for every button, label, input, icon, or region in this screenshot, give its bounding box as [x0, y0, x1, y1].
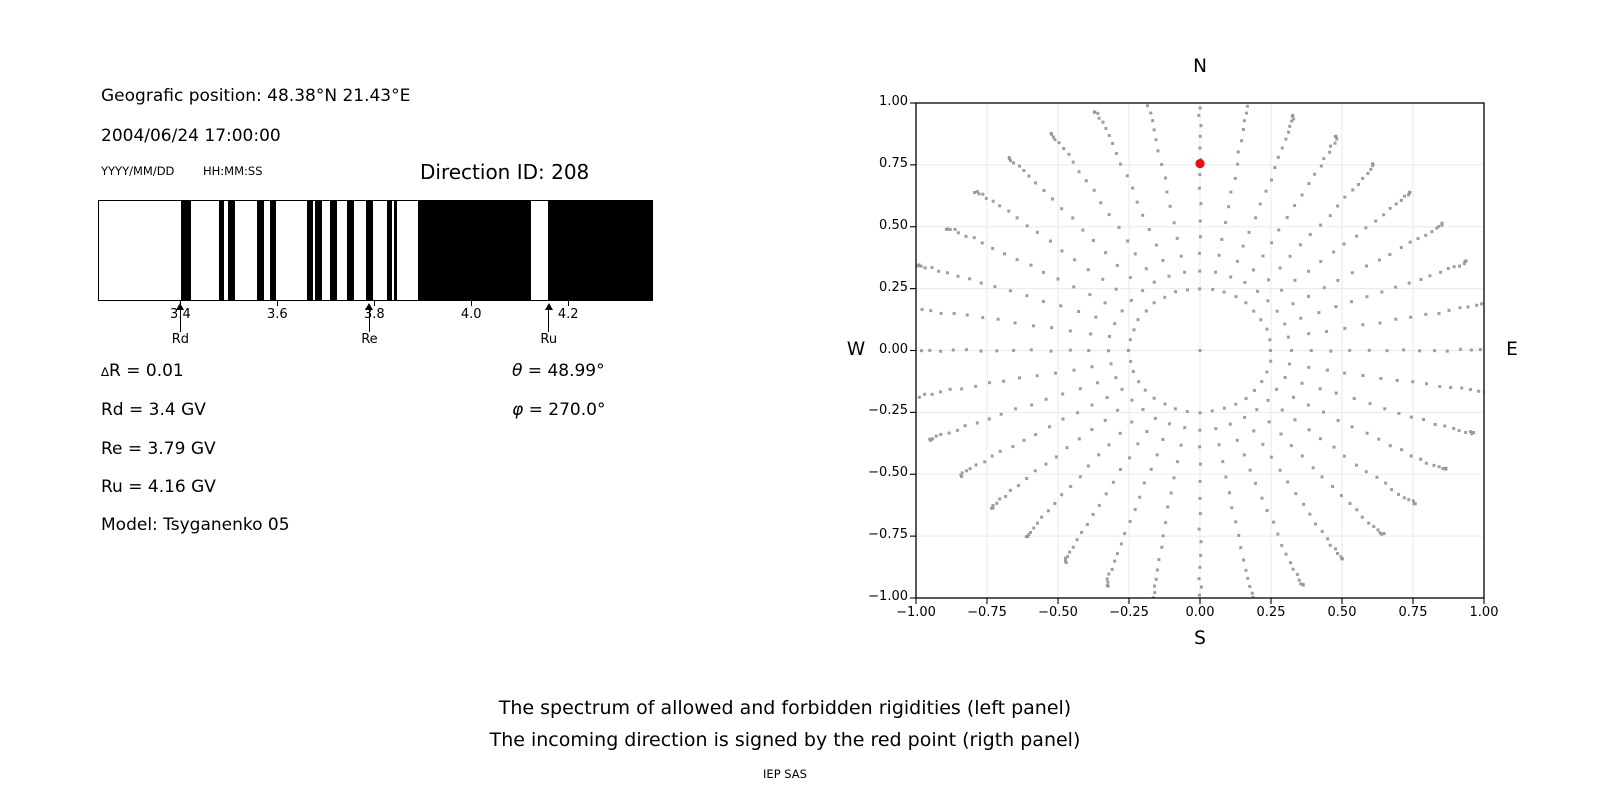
re-arrow-icon [365, 303, 374, 310]
model-label: Model: Tsyganenko 05 [101, 515, 290, 535]
re-marker-label: Re [361, 332, 378, 347]
forbidden-band [181, 201, 191, 300]
forbidden-band [387, 201, 392, 300]
rigidity-spectrum-plot [98, 200, 653, 301]
ru-arrow-icon [544, 303, 553, 310]
rd-arrow-shaft [179, 310, 182, 332]
direction-dot-grid [916, 104, 1484, 598]
selected-direction-red-point [1195, 159, 1205, 169]
y-tick-label: 0.00 [879, 341, 908, 357]
re-arrow-shaft [368, 310, 371, 332]
forbidden-band [269, 201, 276, 300]
x-tick-label: 0.25 [1256, 605, 1286, 620]
forbidden-band [218, 201, 225, 300]
re-value: Re = 3.79 GV [101, 439, 216, 459]
caption-line-1: The spectrum of allowed and forbidden ri… [498, 697, 1072, 719]
forbidden-allowed-bands [99, 201, 652, 300]
forbidden-band [329, 201, 338, 300]
forbidden-band [347, 201, 354, 300]
forbidden-band [306, 201, 313, 300]
y-tick-label: 0.50 [879, 217, 908, 233]
ru-arrow-shaft [548, 310, 550, 332]
rigidity-tick [276, 301, 278, 306]
x-tick-label: −0.25 [1109, 605, 1149, 620]
x-tick-label: 0.50 [1327, 605, 1357, 620]
rigidity-tick [470, 301, 472, 306]
forbidden-band [227, 201, 236, 300]
caption-line-2: The incoming direction is signed by the … [489, 729, 1081, 751]
rigidity-tick-label: 3.6 [267, 307, 288, 322]
forbidden-band [365, 201, 373, 300]
direction-id-label: Direction ID: 208 [420, 160, 590, 184]
rd-value: Rd = 3.4 GV [101, 400, 206, 420]
delta-r-value: ∆R = 0.01 [101, 361, 184, 381]
compass-south-label: S [1194, 628, 1206, 649]
rd-arrow-icon [176, 303, 185, 310]
datetime-label: 2004/06/24 17:00:00 [101, 126, 281, 146]
credit-label: IEP SAS [763, 767, 807, 781]
x-tick-label: 1.00 [1469, 605, 1499, 620]
rigidity-tick-label: 4.0 [460, 307, 482, 322]
time-format-label: HH:MM:SS [203, 164, 263, 178]
rigidity-tick-label: 4.2 [557, 307, 579, 322]
phi-value: φ = 270.0° [512, 400, 606, 420]
rigidity-tick [373, 301, 375, 306]
direction-scatter-plot [910, 102, 1485, 604]
date-format-label: YYYY/MM/DD [101, 164, 175, 178]
x-tick-label: 0.00 [1185, 605, 1215, 620]
y-tick-label: −0.50 [868, 465, 908, 481]
theta-symbol: θ [512, 361, 523, 381]
theta-value: θ = 48.99° [512, 361, 605, 381]
forbidden-band [257, 201, 265, 300]
x-tick-label: −1.00 [896, 605, 936, 620]
x-tick-label: −0.50 [1038, 605, 1078, 620]
y-tick-label: −0.25 [868, 403, 908, 419]
ru-marker-label: Ru [540, 332, 558, 347]
geographic-position-label: Geografic position: 48.38°N 21.43°E [101, 86, 411, 106]
y-tick-label: −1.00 [868, 589, 908, 604]
forbidden-band [417, 201, 532, 300]
forbidden-band [393, 201, 398, 300]
rd-marker-label: Rd [171, 332, 190, 347]
compass-north-label: N [1193, 56, 1207, 77]
forbidden-band [548, 201, 652, 300]
y-tick-label: −0.75 [868, 527, 908, 543]
compass-west-label: W [846, 339, 866, 360]
rigidity-tick [567, 301, 569, 306]
y-tick-label: 0.75 [879, 155, 908, 171]
x-tick-label: 0.75 [1398, 605, 1428, 620]
rigidity-tick-label: 3.8 [363, 307, 385, 322]
y-tick-label: 0.25 [879, 279, 908, 295]
delta-symbol: ∆ [101, 365, 110, 379]
phi-symbol: φ [512, 400, 524, 420]
y-tick-label: 1.00 [879, 94, 908, 109]
forbidden-band [315, 201, 323, 300]
compass-east-label: E [1506, 339, 1518, 360]
ru-value: Ru = 4.16 GV [101, 477, 216, 497]
x-tick-label: −0.75 [967, 605, 1007, 620]
